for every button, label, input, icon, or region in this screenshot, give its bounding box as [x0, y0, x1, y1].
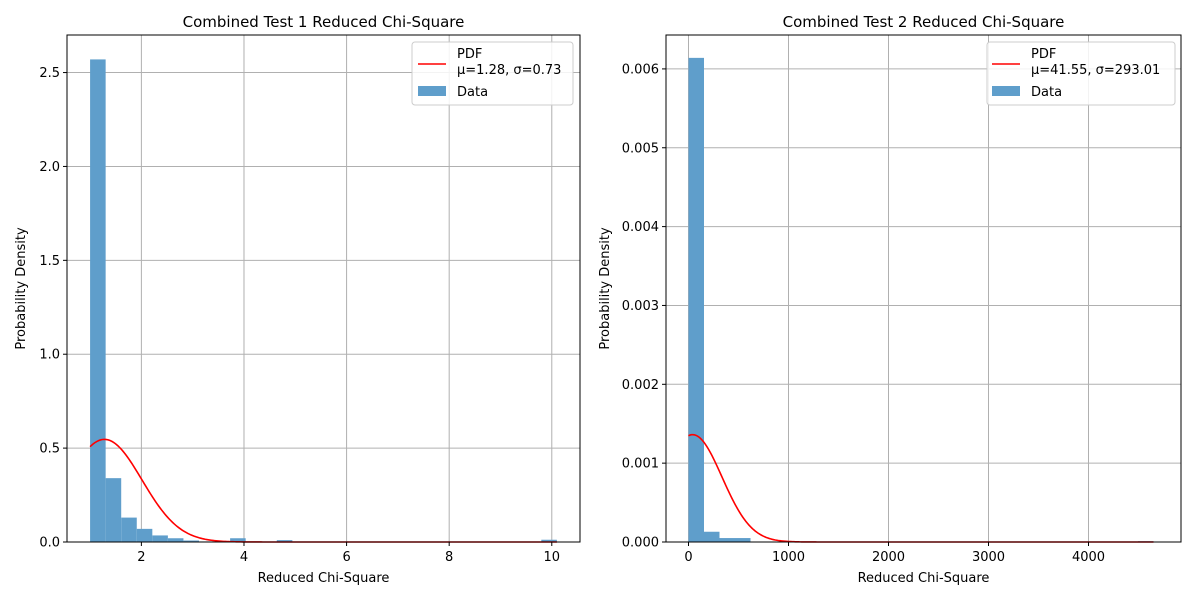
- y-tick-label: 0.001: [622, 457, 659, 472]
- histogram-bar: [230, 538, 246, 542]
- axes-frame: [665, 34, 1182, 543]
- histogram-bar: [121, 517, 137, 542]
- histogram-bar: [719, 538, 735, 542]
- y-tick-label: 1.5: [39, 254, 60, 269]
- histogram-bar: [276, 540, 293, 542]
- y-tick-label: 0.000: [622, 536, 659, 551]
- y-tick-label: 0.5: [39, 442, 60, 457]
- x-axis-label: Reduced Chi-Square: [258, 571, 390, 586]
- histogram-bar: [90, 59, 106, 543]
- y-tick-label: 0.006: [622, 62, 659, 77]
- legend-data-label: Data: [457, 85, 488, 100]
- histogram-bar: [136, 528, 153, 542]
- x-tick-label: 1000: [772, 550, 805, 565]
- x-tick-label: 2: [137, 550, 145, 565]
- y-tick-label: 0.004: [622, 220, 659, 235]
- y-tick-label: 0.0: [39, 536, 60, 551]
- legend: PDF μ=1.28, σ=0.73 Data: [411, 41, 574, 106]
- legend-pdf-params: μ=1.28, σ=0.73: [457, 63, 561, 78]
- legend-data-swatch: [418, 86, 446, 96]
- y-tick-label: 1.0: [39, 348, 60, 363]
- histogram-bar: [105, 478, 122, 542]
- legend-pdf-label: PDF: [1031, 47, 1056, 62]
- chart-panel-1: 2 4 6 8 10 0.0 0.5 1.0 1.5 2.0 2.5 Combined Test 1…: [14, 13, 581, 586]
- legend-data-label: Data: [1031, 85, 1062, 100]
- histogram-bar: [704, 531, 720, 542]
- x-tick-label: 2000: [872, 550, 905, 565]
- legend-pdf-label: PDF: [457, 47, 482, 62]
- histogram-bar: [183, 540, 200, 542]
- histogram-bar: [688, 57, 704, 543]
- y-tick-label: 2.0: [39, 160, 60, 175]
- x-tick-label: 4000: [1072, 550, 1105, 565]
- legend-box: [411, 41, 574, 106]
- x-axis-label: Reduced Chi-Square: [858, 571, 990, 586]
- y-tick-label: 0.005: [622, 141, 659, 156]
- histogram-bar: [541, 539, 557, 542]
- y-tick-label: 0.002: [622, 378, 659, 393]
- legend-pdf-params: μ=41.55, σ=293.01: [1031, 63, 1160, 78]
- x-tick-label: 10: [544, 550, 561, 565]
- histogram-bar: [167, 538, 184, 542]
- x-tick-label: 6: [342, 550, 350, 565]
- chart-panel-2: 0 1000 2000 3000 4000 0.000 0.001 0.002 0.003 0.0…: [598, 13, 1182, 586]
- chart-title: Combined Test 2 Reduced Chi-Square: [783, 13, 1065, 31]
- histogram-bar: [735, 538, 751, 542]
- y-axis-label: Probability Density: [14, 227, 29, 350]
- y-axis-label: Probability Density: [598, 227, 613, 350]
- chart-title: Combined Test 1 Reduced Chi-Square: [183, 13, 465, 31]
- y-tick-label: 2.5: [39, 66, 60, 81]
- axes-frame: [66, 34, 581, 543]
- y-tick-label: 0.003: [622, 299, 659, 314]
- x-tick-label: 8: [445, 550, 453, 565]
- x-tick-label: 4: [240, 550, 248, 565]
- legend-data-swatch: [992, 86, 1020, 96]
- legend: PDF μ=41.55, σ=293.01 Data: [986, 41, 1176, 106]
- x-tick-label: 0: [684, 550, 692, 565]
- histogram-bar: [152, 535, 168, 542]
- x-tick-label: 3000: [972, 550, 1005, 565]
- legend-box: [986, 41, 1176, 106]
